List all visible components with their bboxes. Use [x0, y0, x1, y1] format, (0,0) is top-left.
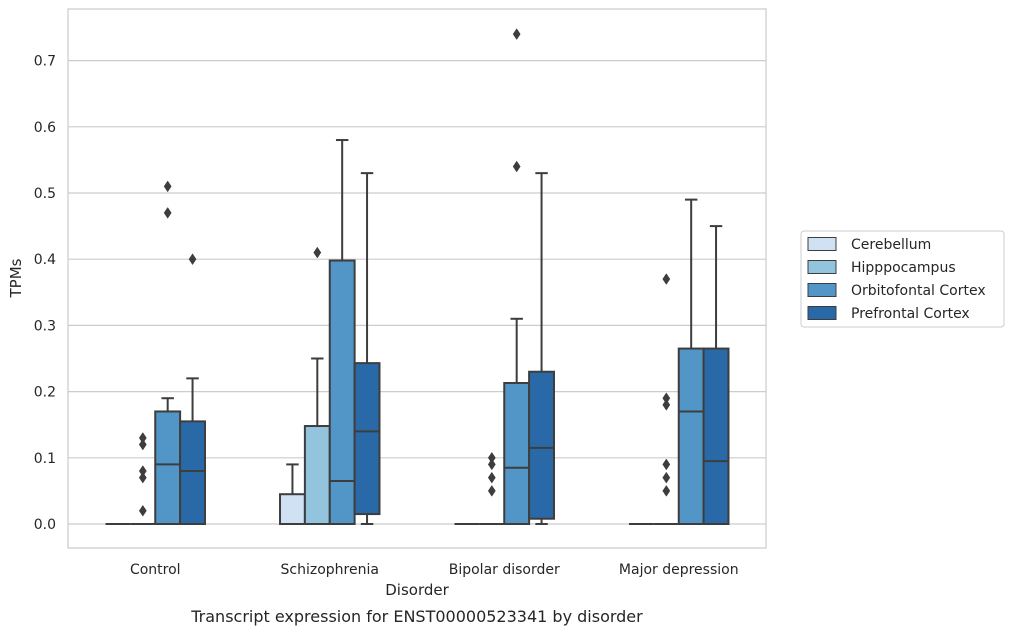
y-tick-label: 0.7 — [34, 54, 56, 70]
outlier-point — [662, 273, 671, 285]
outlier-point — [487, 485, 496, 497]
outlier-point — [662, 471, 671, 484]
legend: Cerebellum Hipppocampus Orbitofontal Corte… — [800, 230, 1005, 328]
x-tick-label: Control — [130, 562, 181, 578]
box — [479, 458, 505, 525]
chart-caption: Transcript expression for ENST0000052334… — [190, 607, 643, 626]
box-body — [503, 381, 531, 525]
legend-item: Cerebellum — [807, 237, 931, 253]
outlier-point — [662, 398, 671, 411]
box-body — [528, 370, 555, 520]
outlier-group — [662, 273, 671, 411]
legend-label: Hipppocampus — [851, 260, 956, 276]
outlier-group — [138, 432, 147, 451]
legend-label: Prefrontal Cortex — [851, 306, 970, 322]
outlier-point — [138, 471, 147, 484]
outlier-point — [512, 160, 521, 173]
outlier-point — [138, 438, 147, 451]
x-tick-label: Bipolar disorder — [449, 562, 560, 578]
x-tick-label: Schizophrenia — [281, 562, 379, 578]
legend-label: Orbitofontal Cortex — [851, 283, 986, 299]
outlier-point — [662, 458, 671, 471]
legend-swatch — [807, 306, 837, 320]
box — [279, 463, 306, 525]
outlier-point — [188, 253, 197, 266]
x-axis-ticks: Control Schizophrenia Bipolar disorder Majo… — [130, 562, 739, 578]
legend-swatch — [807, 237, 837, 251]
box — [353, 172, 381, 525]
outlier-point — [512, 28, 521, 40]
y-axis-label: TPMs — [7, 258, 25, 298]
y-tick-label: 0.5 — [34, 186, 56, 202]
x-axis-label: Disorder — [385, 581, 449, 599]
y-tick-label: 0.0 — [34, 517, 56, 533]
legend-item: Orbitofontal Cortex — [807, 283, 986, 299]
box — [528, 172, 555, 525]
outlier-point — [487, 458, 496, 471]
y-axis-ticks: 0.0 0.1 0.2 0.3 0.4 0.5 0.6 0.7 — [34, 54, 56, 533]
box — [702, 225, 730, 525]
legend-item: Hipppocampus — [807, 260, 956, 276]
box-body — [279, 493, 306, 525]
box — [653, 458, 679, 525]
box-body — [179, 420, 206, 526]
legend-swatch — [807, 260, 837, 274]
legend-label: Cerebellum — [851, 237, 931, 253]
box-body — [353, 362, 381, 516]
outlier-group — [313, 246, 322, 259]
y-tick-label: 0.6 — [34, 120, 56, 136]
box-body — [328, 259, 356, 525]
box — [130, 465, 156, 525]
outlier-point — [313, 246, 322, 259]
box-body — [702, 347, 730, 525]
box-body — [303, 425, 331, 525]
x-tick-label: Major depression — [619, 562, 739, 578]
y-tick-label: 0.3 — [34, 318, 56, 334]
outlier-point — [662, 485, 671, 497]
outlier-point — [138, 432, 147, 444]
box-body — [154, 410, 182, 525]
y-tick-label: 0.2 — [34, 385, 56, 401]
box — [179, 253, 206, 526]
legend-frame — [800, 230, 1005, 328]
outlier-point — [487, 471, 496, 484]
y-tick-label: 0.4 — [34, 252, 56, 268]
outlier-point — [138, 465, 147, 477]
boxes-layer — [105, 28, 730, 526]
box-body — [677, 347, 705, 525]
outlier-point — [487, 451, 496, 464]
box — [303, 357, 331, 525]
outlier-point — [163, 180, 172, 193]
outlier-point — [662, 392, 671, 405]
box — [677, 198, 705, 525]
y-tick-label: 0.1 — [34, 451, 56, 467]
legend-item: Prefrontal Cortex — [807, 306, 970, 322]
outlier-point — [138, 504, 147, 517]
legend-swatch — [807, 283, 837, 297]
box — [154, 180, 182, 525]
outlier-group — [487, 451, 496, 497]
outlier-point — [163, 207, 172, 219]
